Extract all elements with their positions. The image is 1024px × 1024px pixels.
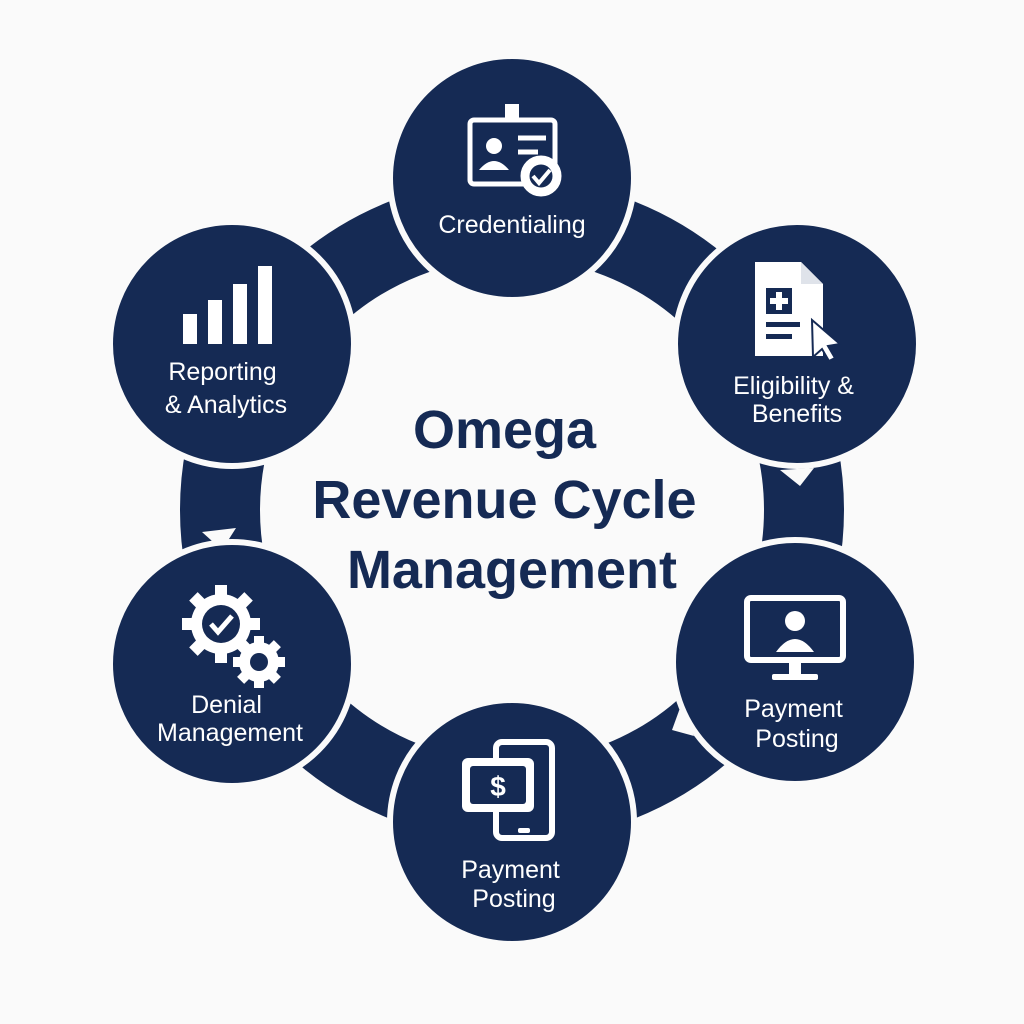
node-label-line: Posting xyxy=(472,885,555,913)
node-label-line: Denial xyxy=(191,691,262,719)
node-label-line: Reporting xyxy=(168,358,276,386)
node-label-line: Payment xyxy=(744,695,843,723)
center-title-line-1: Omega xyxy=(413,400,597,460)
node-label: Eligibility & Benefits xyxy=(733,372,861,428)
node-label-line: & Analytics xyxy=(165,391,287,419)
node-label-line: Benefits xyxy=(752,400,842,428)
center-title-line-3: Management xyxy=(347,540,677,600)
node-circle xyxy=(387,697,637,947)
node-label: Payment Posting xyxy=(461,856,567,913)
monitor-user-icon xyxy=(744,595,846,680)
node-denial-management: Denial Management xyxy=(107,539,357,789)
node-payment-posting-right: Payment Posting xyxy=(670,537,920,787)
node-circle xyxy=(107,219,357,469)
node-label-line: Credentialing xyxy=(438,211,585,239)
node-eligibility-benefits: Eligibility & Benefits xyxy=(672,219,922,469)
node-reporting-analytics: Reporting & Analytics xyxy=(107,219,357,469)
ring-notch xyxy=(672,708,694,736)
node-label: Credentialing xyxy=(438,211,585,239)
node-label-line: Posting xyxy=(755,725,838,753)
ring-notch xyxy=(202,528,236,550)
node-label-line: Payment xyxy=(461,856,560,884)
center-title-line-2: Revenue Cycle xyxy=(312,470,696,530)
node-circle xyxy=(107,539,357,789)
svg-text:$: $ xyxy=(490,771,506,802)
id-badge-check-icon xyxy=(467,104,562,197)
medical-document-cursor-icon xyxy=(755,262,843,363)
mobile-payment-dollar-icon: $ xyxy=(462,739,555,841)
ring-notch xyxy=(780,468,814,486)
node-credentialing: Credentialing xyxy=(387,53,637,303)
node-label-line: Management xyxy=(157,719,303,747)
node-circle xyxy=(387,53,637,303)
center-title: Omega Revenue Cycle Management xyxy=(312,400,711,600)
gears-check-icon xyxy=(182,585,285,688)
node-label: Reporting & Analytics xyxy=(165,358,287,419)
node-label-line: Eligibility & xyxy=(733,372,854,400)
node-label: Denial Management xyxy=(157,691,303,747)
node-payment-posting-bottom: $ Payment Posting xyxy=(387,697,637,947)
bar-chart-icon xyxy=(183,266,272,344)
node-label: Payment Posting xyxy=(744,695,850,753)
